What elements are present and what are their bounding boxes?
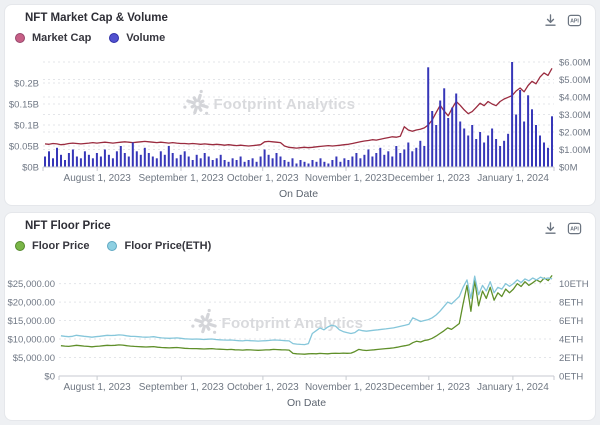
svg-text:November 1, 2023: November 1, 2023	[305, 382, 388, 393]
plot-area[interactable]	[43, 62, 554, 167]
svg-text:API: API	[570, 18, 579, 24]
svg-text:$5.00M: $5.00M	[559, 75, 591, 86]
api-icon: API	[567, 222, 581, 234]
line-floor-price	[60, 275, 553, 355]
svg-text:$0B: $0B	[22, 163, 39, 174]
legend-label: Volume	[126, 32, 166, 44]
chart-legend-0: Market Cap Volume	[15, 32, 165, 44]
legend-item-market-cap[interactable]: Market Cap	[15, 32, 91, 44]
svg-text:January 1, 2024: January 1, 2024	[477, 173, 549, 184]
legend-dot-icon	[15, 241, 25, 251]
line-floor-price-eth	[60, 275, 553, 346]
legend-label: Floor Price(ETH)	[124, 240, 212, 252]
svg-text:0ETH: 0ETH	[559, 372, 583, 383]
download-icon	[544, 221, 556, 234]
plot-area[interactable]	[59, 271, 554, 376]
svg-text:$2.00M: $2.00M	[559, 128, 591, 139]
svg-text:$0.1B: $0.1B	[14, 121, 39, 132]
svg-text:$3.00M: $3.00M	[559, 110, 591, 121]
download-icon	[544, 13, 556, 26]
svg-text:January 1, 2024: January 1, 2024	[477, 382, 549, 393]
y-axis-left-labels: $0.2B $0.15B $0.1B $0.05B $0B	[9, 79, 39, 174]
svg-text:December 1, 2023: December 1, 2023	[388, 382, 471, 393]
svg-text:$20,000.00: $20,000.00	[7, 298, 55, 309]
legend-dot-icon	[107, 241, 118, 251]
svg-text:October 1, 2023: October 1, 2023	[227, 173, 299, 184]
svg-text:$1.00M: $1.00M	[559, 145, 591, 156]
x-axis-title: On Date	[279, 188, 318, 200]
y-axis-right-labels: 10ETH 8ETH 6ETH 4ETH 2ETH 0ETH	[559, 279, 589, 382]
line-market-cap	[44, 67, 553, 149]
chart-legend-1: Floor Price Floor Price(ETH)	[15, 240, 211, 252]
svg-text:$0: $0	[44, 372, 55, 383]
download-button[interactable]	[541, 219, 559, 237]
svg-text:$0.2B: $0.2B	[14, 79, 39, 90]
svg-text:2ETH: 2ETH	[559, 353, 583, 364]
y-axis-left-labels: $25,000.00 $20,000.00 $15,000.00 $10,000.00…	[7, 279, 55, 382]
x-axis: August 1, 2023 September 1, 2023 October 1…	[42, 166, 555, 200]
svg-text:November 1, 2023: November 1, 2023	[305, 173, 388, 184]
series	[60, 275, 553, 355]
chart-title: NFT Floor Price	[25, 220, 111, 232]
svg-text:August 1, 2023: August 1, 2023	[64, 173, 132, 184]
legend-item-floor-price-eth[interactable]: Floor Price(ETH)	[107, 240, 211, 252]
x-axis-title: On Date	[287, 397, 326, 409]
chart-canvas-1: Footprint Analytics$25,000.00$20,000.00$…	[7, 271, 589, 409]
chart-canvas-0: Footprint Analytics $0.2B $0.15B $0.1B $0.05…	[9, 58, 591, 201]
legend-item-volume[interactable]: Volume	[109, 32, 165, 44]
svg-text:August 1, 2023: August 1, 2023	[63, 382, 131, 393]
nft-market-cap-volume-card: NFT Market Cap & Volume Market Cap Volume…	[4, 4, 596, 206]
svg-text:API: API	[570, 226, 579, 232]
legend-label: Floor Price	[32, 240, 90, 252]
svg-text:December 1, 2023: December 1, 2023	[388, 173, 471, 184]
svg-text:$5,000.00: $5,000.00	[13, 353, 55, 364]
y-axis-right-labels: $6.00M $5.00M $4.00M $3.00M $2.00M $1.00M $0M	[559, 58, 591, 174]
svg-text:4ETH: 4ETH	[559, 335, 583, 346]
api-icon: API	[567, 14, 581, 26]
watermark-text: Footprint Analytics	[214, 96, 356, 113]
x-axis: August 1, 2023 September 1, 2023 October 1…	[58, 375, 555, 409]
api-button[interactable]: API	[565, 219, 583, 237]
svg-text:September 1, 2023: September 1, 2023	[139, 382, 224, 393]
series	[44, 62, 553, 168]
svg-text:8ETH: 8ETH	[559, 298, 583, 309]
download-button[interactable]	[541, 11, 559, 29]
svg-text:6ETH: 6ETH	[559, 316, 583, 327]
svg-text:$15,000.00: $15,000.00	[7, 316, 55, 327]
bars-volume	[44, 62, 553, 168]
chart-title: NFT Market Cap & Volume	[25, 12, 168, 24]
watermark: Footprint Analytics	[183, 89, 356, 115]
svg-text:$10,000.00: $10,000.00	[7, 335, 55, 346]
svg-text:October 1, 2023: October 1, 2023	[227, 382, 299, 393]
svg-text:$0.15B: $0.15B	[9, 100, 39, 111]
svg-text:$0M: $0M	[559, 163, 578, 174]
svg-text:$0.05B: $0.05B	[9, 142, 39, 153]
legend-dot-icon	[15, 33, 25, 43]
svg-text:September 1, 2023: September 1, 2023	[138, 173, 223, 184]
svg-text:10ETH: 10ETH	[559, 279, 589, 290]
legend-label: Market Cap	[32, 32, 92, 44]
legend-dot-icon	[109, 33, 120, 43]
api-button[interactable]: API	[565, 11, 583, 29]
legend-item-floor-price[interactable]: Floor Price	[15, 240, 89, 252]
svg-text:$6.00M: $6.00M	[559, 58, 591, 69]
nft-floor-price-card: NFT Floor Price Floor Price Floor Price(E…	[4, 212, 596, 421]
svg-text:$25,000.00: $25,000.00	[7, 279, 55, 290]
svg-text:$4.00M: $4.00M	[559, 93, 591, 104]
